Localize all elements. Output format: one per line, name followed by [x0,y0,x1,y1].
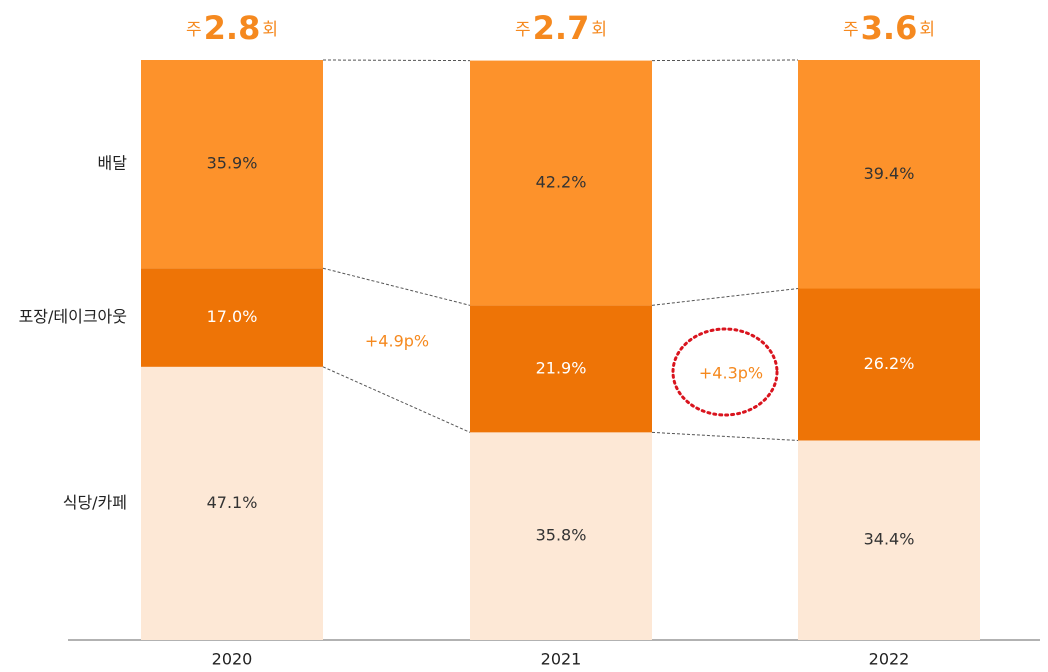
bar-segment [798,440,980,640]
value-label: 47.1% [207,493,258,512]
value-label: 39.4% [864,164,915,183]
top-label-suffix: 회 [919,20,935,40]
highlight-circle [671,327,779,417]
connector [651,431,799,441]
series-label: 포장/테이크아웃 [19,307,127,326]
top-label-prefix: 주 [515,20,531,40]
bar-segment [470,432,652,640]
value-label: 35.9% [207,154,258,173]
x-tick-label: 2021 [541,650,582,669]
top-label: 주3.6 회 [843,9,935,47]
bar-segment [141,60,323,269]
bar-segment [141,268,323,367]
connector [322,366,471,433]
bar-segment [798,60,980,289]
connector [322,267,471,306]
value-label: 26.2% [864,354,915,373]
value-label: 21.9% [536,358,587,377]
top-label-value: 2.8 [204,9,261,47]
bar-segment [141,366,323,640]
top-label-suffix: 회 [591,20,607,40]
top-label-prefix: 주 [843,20,859,40]
connector [651,288,799,306]
bar-segment [470,305,652,433]
bar-segment [798,288,980,441]
annotation: +4.3p% [699,364,763,383]
x-tick-label: 2022 [869,650,910,669]
series-label: 식당/카페 [63,493,127,512]
annotation: +4.9p% [365,332,429,351]
bar-segment [470,60,652,306]
value-label: 35.8% [536,526,587,545]
top-label-value: 2.7 [533,9,590,47]
value-label: 42.2% [536,172,587,191]
value-label: 34.4% [864,530,915,549]
top-label: 주2.8 회 [186,9,278,47]
connector [651,59,799,62]
series-label: 배달 [98,154,128,173]
x-tick-label: 2020 [212,650,253,669]
top-label: 주2.7 회 [515,9,607,47]
top-label-value: 3.6 [861,9,918,47]
top-label-suffix: 회 [262,20,278,40]
connector [322,59,471,62]
top-label-prefix: 주 [186,20,202,40]
value-label: 17.0% [207,307,258,326]
